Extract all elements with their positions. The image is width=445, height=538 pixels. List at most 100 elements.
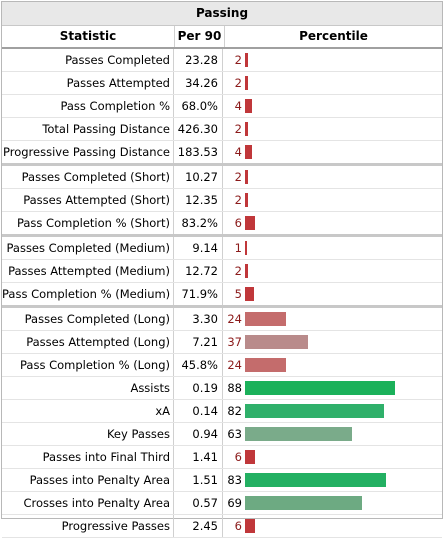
statistic-name: Pass Completion % (Short) [2, 212, 174, 234]
table-row: Total Passing Distance 426.30 2 [2, 118, 442, 141]
percentile-bar [245, 358, 286, 372]
per90-value: 3.30 [174, 308, 223, 330]
percentile-value: 6 [234, 519, 242, 533]
table-row: Passes into Penalty Area 1.51 83 [2, 469, 442, 492]
table-row: Passes Completed 23.28 2 [2, 49, 442, 72]
percentile-value: 24 [227, 358, 242, 372]
table-row: Pass Completion % 68.0% 4 [2, 95, 442, 118]
percentile-bar-track [245, 400, 420, 422]
percentile-cell: 5 [223, 283, 442, 305]
table-row: Progressive Passes 2.45 6 [2, 515, 442, 538]
percentile-bar-track [245, 469, 420, 491]
percentile-bar [245, 76, 248, 90]
percentile-value: 24 [227, 312, 242, 326]
per90-value: 1.51 [174, 469, 223, 491]
statistic-name: Passes into Final Third [2, 446, 174, 468]
per90-value: 0.14 [174, 400, 223, 422]
percentile-value: 4 [234, 99, 242, 113]
percentile-bar [245, 404, 384, 418]
percentile-bar-track [245, 260, 420, 282]
column-header-per90[interactable]: Per 90 [175, 26, 225, 47]
percentile-bar [245, 216, 255, 230]
percentile-value: 2 [234, 76, 242, 90]
percentile-cell: 82 [223, 400, 442, 422]
statistic-name: Passes Completed (Medium) [2, 237, 174, 259]
table-row: Passes Attempted 34.26 2 [2, 72, 442, 95]
percentile-bar-track [245, 308, 420, 330]
percentile-bar-track [245, 118, 420, 140]
table-body: Passes Completed 23.28 2 Passes Attempted 34… [2, 49, 442, 538]
statistic-name: Crosses into Penalty Area [2, 492, 174, 514]
table-row: Pass Completion % (Short) 83.2% 6 [2, 212, 442, 237]
percentile-bar-track [245, 49, 420, 71]
per90-value: 7.21 [174, 331, 223, 353]
percentile-cell: 69 [223, 492, 442, 514]
percentile-bar-track [245, 95, 420, 117]
per90-value: 71.9% [174, 283, 223, 305]
per90-value: 0.57 [174, 492, 223, 514]
percentile-cell: 83 [223, 469, 442, 491]
statistic-name: Passes Attempted (Short) [2, 189, 174, 211]
per90-value: 23.28 [174, 49, 223, 71]
per90-value: 68.0% [174, 95, 223, 117]
per90-value: 34.26 [174, 72, 223, 94]
percentile-bar-track [245, 189, 420, 211]
percentile-bar [245, 241, 247, 255]
percentile-value: 1 [234, 241, 242, 255]
column-header-statistic[interactable]: Statistic [2, 26, 175, 47]
table-row: Passes Completed (Short) 10.27 2 [2, 166, 442, 189]
percentile-cell: 2 [223, 72, 442, 94]
percentile-value: 37 [227, 335, 242, 349]
statistic-name: Progressive Passing Distance [2, 141, 174, 163]
table-row: Passes Attempted (Short) 12.35 2 [2, 189, 442, 212]
per90-value: 426.30 [174, 118, 223, 140]
statistic-name: Progressive Passes [2, 515, 174, 537]
statistic-name: Pass Completion % (Long) [2, 354, 174, 376]
percentile-bar [245, 193, 248, 207]
percentile-bar [245, 99, 252, 113]
percentile-bar-track [245, 515, 420, 537]
percentile-value: 82 [227, 404, 242, 418]
percentile-bar [245, 335, 308, 349]
percentile-value: 5 [234, 287, 242, 301]
percentile-cell: 24 [223, 354, 442, 376]
per90-value: 83.2% [174, 212, 223, 234]
percentile-bar [245, 473, 386, 487]
percentile-cell: 2 [223, 166, 442, 188]
statistic-name: xA [2, 400, 174, 422]
percentile-cell: 2 [223, 189, 442, 211]
table-row: Passes Attempted (Medium) 12.72 2 [2, 260, 442, 283]
per90-value: 183.53 [174, 141, 223, 163]
per90-value: 12.35 [174, 189, 223, 211]
per90-value: 2.45 [174, 515, 223, 537]
statistic-name: Passes into Penalty Area [2, 469, 174, 491]
percentile-bar-track [245, 492, 420, 514]
percentile-bar-track [245, 377, 420, 399]
percentile-cell: 63 [223, 423, 442, 445]
percentile-bar [245, 450, 255, 464]
percentile-value: 6 [234, 450, 242, 464]
statistic-name: Assists [2, 377, 174, 399]
percentile-bar-track [245, 423, 420, 445]
statistic-name: Passes Completed (Long) [2, 308, 174, 330]
column-header-percentile[interactable]: Percentile [299, 29, 368, 43]
percentile-cell: 6 [223, 515, 442, 537]
percentile-value: 2 [234, 122, 242, 136]
table-row: Pass Completion % (Long) 45.8% 24 [2, 354, 442, 377]
percentile-bar-track [245, 446, 420, 468]
table-row: Passes into Final Third 1.41 6 [2, 446, 442, 469]
percentile-cell: 24 [223, 308, 442, 330]
percentile-bar [245, 381, 395, 395]
per90-value: 45.8% [174, 354, 223, 376]
statistic-name: Passes Attempted (Long) [2, 331, 174, 353]
percentile-bar [245, 145, 252, 159]
percentile-cell: 4 [223, 141, 442, 163]
table-row: Key Passes 0.94 63 [2, 423, 442, 446]
percentile-bar-track [245, 166, 420, 188]
percentile-value: 4 [234, 145, 242, 159]
table-row: Crosses into Penalty Area 0.57 69 [2, 492, 442, 515]
table-row: Assists 0.19 88 [2, 377, 442, 400]
percentile-value: 2 [234, 170, 242, 184]
percentile-cell: 2 [223, 118, 442, 140]
